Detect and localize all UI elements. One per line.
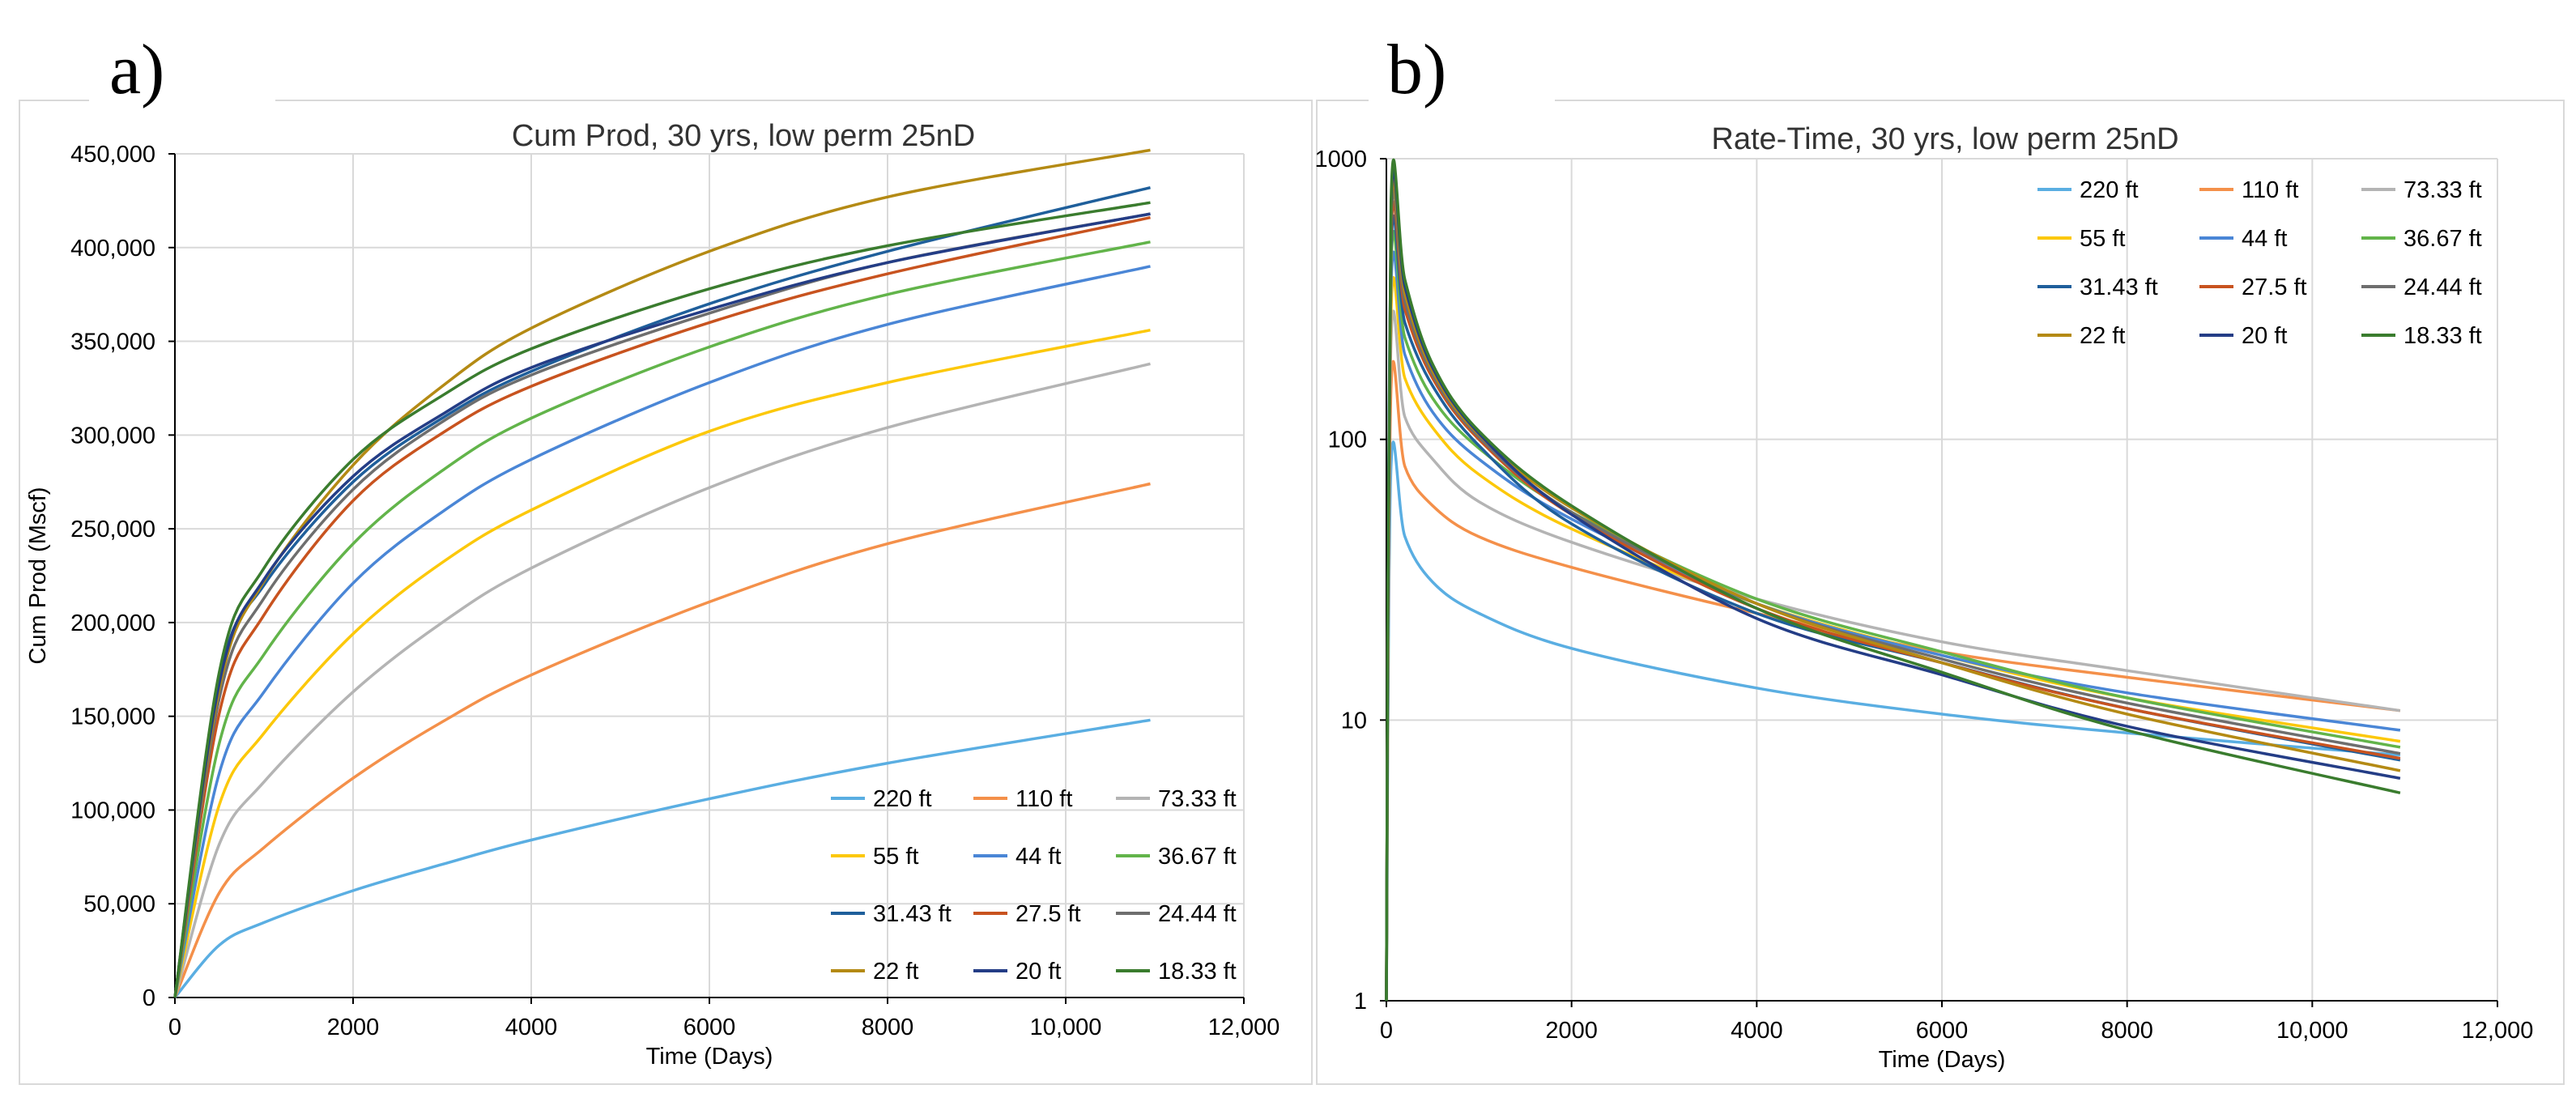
series-line-27-5-ft	[173, 215, 1151, 998]
y-tick-label: 250,000	[70, 517, 155, 542]
series-line-20-ft	[173, 212, 1151, 998]
legend-item-label: 20 ft	[1015, 959, 1061, 985]
legend-item-label: 220 ft	[873, 786, 932, 812]
x-tick-label: 8000	[862, 1015, 914, 1040]
x-tick-label: 12,000	[2462, 1018, 2534, 1044]
legend-item-label: 110 ft	[1015, 786, 1072, 812]
rate-time-chart: 0 2000 4000 6000 8000 10,000 12,000 1 10 100 1000 R…	[1314, 122, 2533, 1073]
x-tick-label: 12,000	[1208, 1015, 1280, 1040]
y-tick-label: 450,000	[70, 142, 155, 168]
x-tick-label: 6000	[683, 1015, 736, 1040]
legend-item-label: 27.5 ft	[2242, 274, 2307, 300]
series-line-55-ft	[173, 328, 1151, 998]
panel-label-b: b)	[1387, 31, 1446, 109]
chart-title: Cum Prod, 30 yrs, low perm 25nD	[512, 119, 975, 153]
y-tick-label: 100	[1328, 428, 1367, 453]
legend-item-label: 36.67 ft	[2404, 226, 2482, 252]
cum-prod-chart: 0 2000 4000 6000 8000 10,000 12,000 0 50,000 100,…	[25, 119, 1279, 1070]
y-tick-label: 150,000	[70, 704, 155, 730]
legend-item-label: 55 ft	[873, 844, 918, 870]
y-tick-label: 10	[1341, 708, 1367, 734]
x-axis-label: Time (Days)	[1879, 1047, 2006, 1073]
legend-item-label: 73.33 ft	[2404, 177, 2482, 203]
legend-item-label: 44 ft	[2242, 226, 2287, 252]
x-axis-label: Time (Days)	[646, 1044, 773, 1070]
panel-b-letter-bg	[1369, 16, 1555, 121]
x-tick-label: 8000	[2101, 1018, 2153, 1044]
x-tick-label: 4000	[505, 1015, 558, 1040]
y-tick-label: 50,000	[83, 891, 155, 917]
legend-item-label: 22 ft	[2080, 323, 2125, 349]
chart-b-frame	[1316, 100, 2565, 1085]
x-tick-label: 6000	[1916, 1018, 1969, 1044]
y-tick-label: 1000	[1314, 147, 1367, 172]
legend-item-label: 18.33 ft	[2404, 323, 2482, 349]
legend-item-label: 24.44 ft	[1158, 901, 1237, 927]
panel-label-a: a)	[109, 31, 164, 109]
x-tick-label: 4000	[1731, 1018, 1783, 1044]
legend-item-label: 20 ft	[2242, 323, 2287, 349]
legend-item-label: 18.33 ft	[1158, 959, 1237, 985]
y-tick-label: 200,000	[70, 610, 155, 636]
legend-item-label: 22 ft	[873, 959, 918, 985]
y-tick-label: 400,000	[70, 236, 155, 262]
legend-item-label: 24.44 ft	[2404, 274, 2482, 300]
y-tick-label: 350,000	[70, 330, 155, 355]
legend-item-label: 110 ft	[2242, 177, 2298, 203]
legend-item-label: 36.67 ft	[1158, 844, 1237, 870]
x-tick-label: 10,000	[1030, 1015, 1102, 1040]
legend-item-label: 27.5 ft	[1015, 901, 1081, 927]
legend-item-label: 55 ft	[2080, 226, 2125, 252]
chart-title: Rate-Time, 30 yrs, low perm 25nD	[1711, 122, 2178, 156]
legend-item-label: 44 ft	[1015, 844, 1061, 870]
legend-item-label: 31.43 ft	[873, 901, 952, 927]
y-tick-label: 1	[1354, 989, 1367, 1015]
series-line-220-ft	[173, 718, 1151, 999]
legend-item-label: 73.33 ft	[1158, 786, 1237, 812]
x-tick-label: 0	[168, 1015, 181, 1040]
x-tick-label: 10,000	[2276, 1018, 2348, 1044]
chart-a-frame	[19, 100, 1313, 1085]
series-line-110-ft	[173, 482, 1151, 998]
x-tick-label: 2000	[327, 1015, 380, 1040]
series-line-44-ft	[173, 265, 1151, 998]
series-line-18-33-ft	[1385, 158, 2401, 1002]
series-line-18-33-ft	[173, 201, 1151, 998]
y-axis-label: Cum Prod (Mscf)	[25, 487, 51, 664]
x-tick-label: 2000	[1545, 1018, 1598, 1044]
panel-a-letter-bg	[89, 16, 275, 121]
series-line-36-67-ft	[173, 240, 1151, 998]
x-tick-label: 0	[1380, 1018, 1393, 1044]
legend-item-label: 31.43 ft	[2080, 274, 2158, 300]
y-tick-label: 300,000	[70, 423, 155, 449]
y-tick-label: 0	[143, 985, 155, 1011]
series-line-73-33-ft	[173, 362, 1151, 998]
y-tick-label: 100,000	[70, 798, 155, 823]
legend-item-label: 220 ft	[2080, 177, 2139, 203]
